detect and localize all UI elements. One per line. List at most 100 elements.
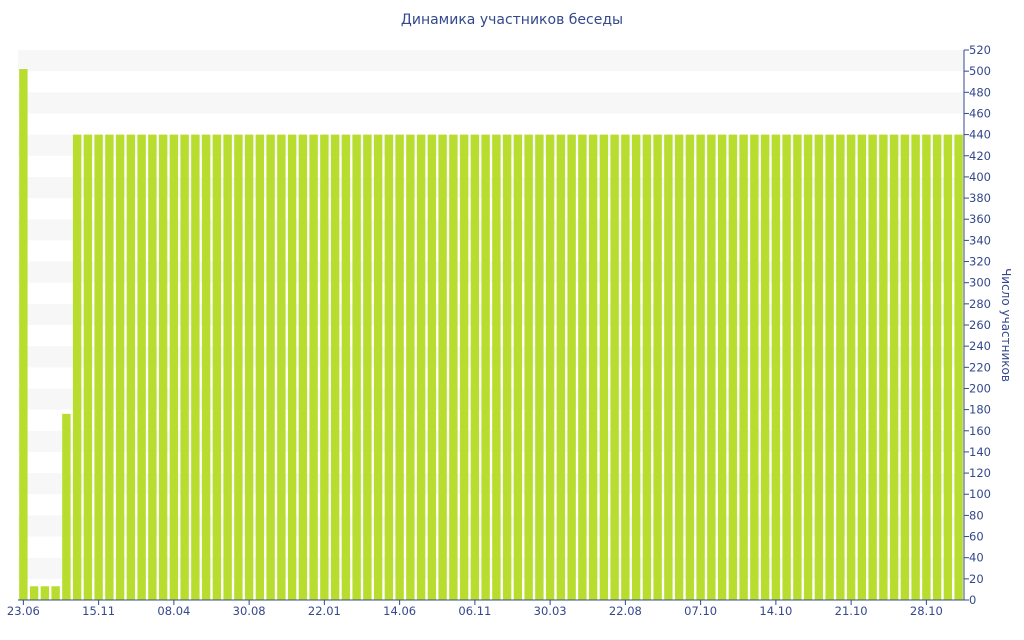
bar[interactable] — [148, 134, 157, 600]
bar[interactable] — [438, 134, 447, 600]
bar[interactable] — [191, 134, 200, 600]
bar[interactable] — [341, 134, 351, 600]
bar[interactable] — [255, 134, 265, 600]
bar[interactable] — [653, 134, 662, 600]
y-tick-label: 20 — [969, 572, 984, 586]
bar[interactable] — [567, 134, 576, 600]
bar[interactable] — [492, 134, 501, 600]
bar[interactable] — [879, 134, 888, 600]
bar[interactable] — [685, 134, 695, 600]
bar[interactable] — [631, 134, 641, 600]
bar[interactable] — [94, 134, 103, 600]
bar[interactable] — [115, 134, 125, 600]
bar[interactable] — [277, 134, 286, 600]
bar[interactable] — [922, 134, 931, 600]
bar[interactable] — [803, 134, 813, 600]
bar[interactable] — [29, 586, 39, 600]
bar[interactable] — [416, 134, 426, 600]
x-tick-label: 07.10 — [684, 604, 717, 618]
bar[interactable] — [545, 134, 555, 600]
bar[interactable] — [664, 134, 673, 600]
x-tick-label: 21.10 — [835, 604, 868, 618]
bar[interactable] — [298, 134, 308, 600]
bar[interactable] — [395, 134, 404, 600]
bar[interactable] — [674, 134, 684, 600]
bar[interactable] — [717, 134, 727, 600]
bar[interactable] — [750, 134, 759, 600]
bar[interactable] — [266, 134, 275, 600]
bar[interactable] — [373, 134, 383, 600]
bar[interactable] — [900, 134, 910, 600]
bar[interactable] — [889, 134, 899, 600]
bar[interactable] — [137, 134, 146, 600]
bar[interactable] — [481, 134, 490, 600]
bar[interactable] — [760, 134, 770, 600]
bar[interactable] — [943, 134, 953, 600]
bar[interactable] — [707, 134, 716, 600]
bar[interactable] — [51, 586, 60, 600]
bar[interactable] — [234, 134, 243, 600]
bar[interactable] — [642, 134, 652, 600]
bar[interactable] — [384, 134, 394, 600]
bar[interactable] — [535, 134, 544, 600]
bar[interactable] — [782, 134, 791, 600]
bar[interactable] — [836, 134, 845, 600]
bar[interactable] — [556, 134, 566, 600]
bar[interactable] — [932, 134, 942, 600]
grid-band — [18, 71, 964, 93]
bar[interactable] — [427, 134, 437, 600]
bar[interactable] — [223, 134, 232, 600]
bar[interactable] — [599, 134, 609, 600]
grid-band — [18, 325, 964, 347]
bar[interactable] — [696, 134, 705, 600]
bar[interactable] — [212, 134, 222, 600]
bar[interactable] — [449, 134, 458, 600]
bar[interactable] — [309, 134, 318, 600]
bar[interactable] — [320, 134, 329, 600]
bar[interactable] — [868, 134, 877, 600]
bar[interactable] — [513, 134, 523, 600]
y-tick-label: 460 — [969, 106, 991, 120]
bar[interactable] — [83, 134, 93, 600]
bar[interactable] — [578, 134, 587, 600]
bar[interactable] — [459, 134, 469, 600]
bar[interactable] — [180, 134, 189, 600]
bar[interactable] — [19, 69, 28, 601]
grid-band — [18, 536, 964, 558]
bar[interactable] — [470, 134, 480, 600]
bar[interactable] — [201, 134, 211, 600]
bar[interactable] — [588, 134, 598, 600]
bar[interactable] — [610, 134, 619, 600]
bar[interactable] — [287, 134, 297, 600]
bar[interactable] — [406, 134, 415, 600]
bar[interactable] — [728, 134, 738, 600]
bar[interactable] — [954, 134, 963, 600]
bar[interactable] — [40, 586, 50, 600]
bar[interactable] — [846, 134, 856, 600]
bar[interactable] — [62, 413, 71, 600]
bar[interactable] — [739, 134, 748, 600]
y-tick-label: 500 — [969, 64, 991, 78]
bar[interactable] — [911, 134, 920, 600]
bar[interactable] — [352, 134, 361, 600]
bar[interactable] — [857, 134, 867, 600]
bar[interactable] — [814, 134, 824, 600]
grid-band — [18, 346, 964, 368]
bar[interactable] — [105, 134, 114, 600]
bar[interactable] — [793, 134, 802, 600]
y-tick-label: 320 — [969, 255, 991, 269]
bar[interactable] — [330, 134, 340, 600]
bar[interactable] — [169, 134, 179, 600]
bar[interactable] — [244, 134, 254, 600]
bar[interactable] — [363, 134, 372, 600]
bar[interactable] — [126, 134, 136, 600]
bar[interactable] — [502, 134, 512, 600]
grid-band — [18, 557, 964, 579]
bar[interactable] — [524, 134, 533, 600]
bar[interactable] — [621, 134, 630, 600]
bar[interactable] — [158, 134, 168, 600]
bar[interactable] — [72, 134, 82, 600]
grid-band — [18, 430, 964, 452]
bar[interactable] — [825, 134, 834, 600]
bar[interactable] — [771, 134, 781, 600]
